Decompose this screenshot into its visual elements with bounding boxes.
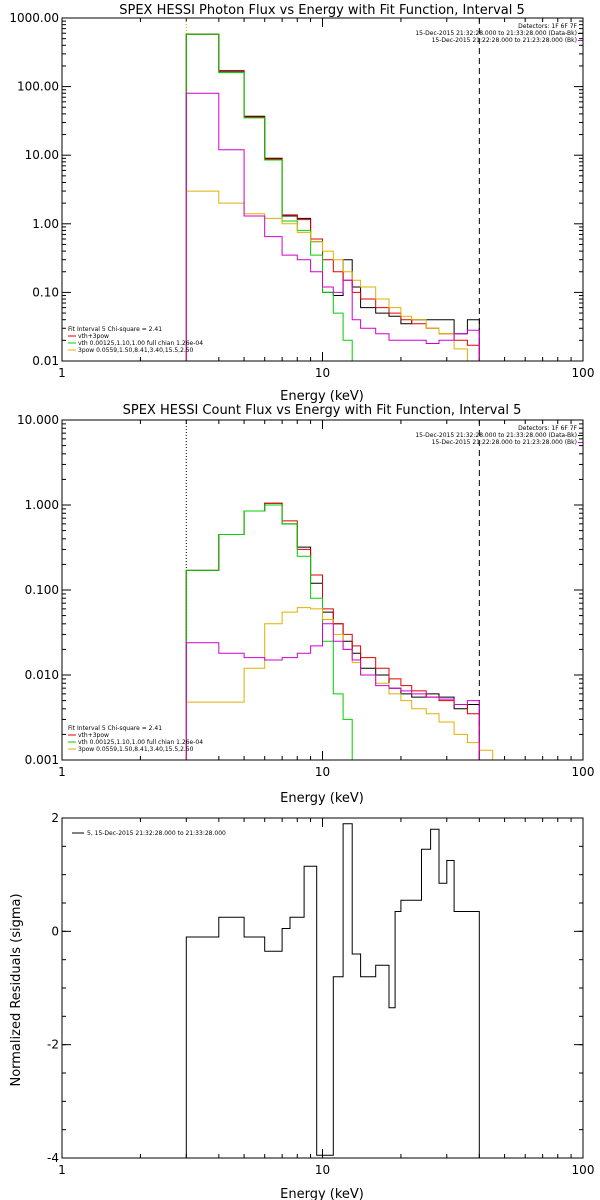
series-line [185, 823, 480, 1158]
y-axis-label: Normalized Residuals (sigma) [9, 893, 24, 1086]
series-line [185, 607, 505, 761]
info-text: 15-Dec-2015 21:22:28.000 to 21:23:28.000… [432, 37, 577, 44]
info-text: 15-Dec-2015 21:32:28.000 to 21:33:28.000… [415, 432, 577, 439]
series-line [185, 504, 361, 761]
info-text: Detectors: 1F 6F 7F [518, 23, 577, 30]
y-tick-label: 0 [51, 924, 59, 938]
y-tick-label: 10.00 [25, 148, 59, 162]
legend-entry: vth+3pow [78, 732, 109, 739]
photon-flux-panel: SPEX HESSI Photon Flux vs Energy with Fi… [9, 3, 594, 404]
x-tick-label: 1 [58, 366, 66, 380]
chart-title: SPEX HESSI Count Flux vs Energy with Fit… [123, 403, 522, 418]
legend-entry: vth 0.00125,1.10,1.00 full chian 1.26e-0… [78, 340, 203, 347]
chart-title: SPEX HESSI Photon Flux vs Energy with Fi… [119, 3, 525, 18]
plot-area: 1 10 100 0.01 0.10 1.00 10.00 100.00 1000.00 Dete… [9, 11, 594, 380]
y-tick-label: 0.01 [32, 354, 59, 368]
info-text: 15-Dec-2015 21:22:28.000 to 21:23:28.000… [432, 439, 577, 446]
plot-frame [61, 817, 584, 1159]
y-tick-label: -2 [47, 1038, 59, 1052]
x-tick-label: 100 [572, 1163, 595, 1177]
info-text: Detectors: 1F 6F 7F [518, 425, 577, 432]
x-axis-label: Energy (keV) [280, 791, 364, 806]
count-flux-panel: SPEX HESSI Count Flux vs Energy with Fit… [17, 403, 594, 806]
y-tick-label: 10.000 [17, 413, 59, 427]
y-tick-label: 0.010 [25, 668, 59, 682]
plot-area: 1 10 100 0.001 0.010 0.100 1.000 10.000 Detector… [17, 413, 594, 779]
legend-entry: 3pow 0.0559,1.50,8.41,3.40,15.5,2.50 [78, 746, 194, 753]
y-tick-label: 1.00 [32, 217, 59, 231]
info-text: 15-Dec-2015 21:32:28.000 to 21:33:28.000… [415, 30, 577, 37]
x-tick-label: 10 [315, 1163, 330, 1177]
x-tick-label: 1 [58, 765, 66, 779]
x-axis-label: Energy (keV) [280, 1187, 364, 1200]
series-line [185, 623, 480, 760]
legend-entry: 5, 15-Dec-2015 21:32:28.000 to 21:33:28.… [87, 830, 226, 837]
plot-area: 1 10 100 -4 -2 0 2 5, 15-Dec-2015 21:32:28.000 … [47, 811, 594, 1177]
legend-entry: vth 0.00125,1.10,1.00 full chian 1.26e-0… [78, 739, 203, 746]
series-line [185, 92, 480, 361]
legend-entry: vth+3pow [78, 333, 109, 340]
y-tick-label: -4 [47, 1151, 59, 1165]
plot-frame [61, 17, 584, 362]
legend-entry: 3pow 0.0559,1.50,8.41,3.40,15.5,2.50 [78, 347, 194, 354]
plot-frame [61, 419, 584, 761]
x-tick-label: 100 [572, 366, 595, 380]
x-axis-label: Energy (keV) [280, 389, 364, 404]
x-tick-label: 1 [58, 1163, 66, 1177]
residuals-panel: 1 10 100 -4 -2 0 2 5, 15-Dec-2015 21:32:28.000 … [9, 811, 594, 1200]
y-tick-label: 0.001 [25, 753, 59, 767]
y-tick-label: 1000.00 [9, 11, 59, 25]
x-tick-label: 100 [572, 765, 595, 779]
y-tick-label: 0.10 [32, 285, 59, 299]
x-tick-label: 10 [315, 765, 330, 779]
x-tick-label: 10 [315, 366, 330, 380]
y-tick-label: 0.100 [25, 583, 59, 597]
legend-entry: Fit Interval 5 Chi-square = 2.41 [68, 326, 162, 333]
y-tick-label: 2 [51, 811, 59, 825]
y-tick-label: 1.000 [25, 498, 59, 512]
series-line [185, 190, 480, 362]
legend-entry: Fit Interval 5 Chi-square = 2.41 [68, 725, 162, 732]
series-line [185, 33, 361, 362]
y-tick-label: 100.00 [17, 80, 59, 94]
